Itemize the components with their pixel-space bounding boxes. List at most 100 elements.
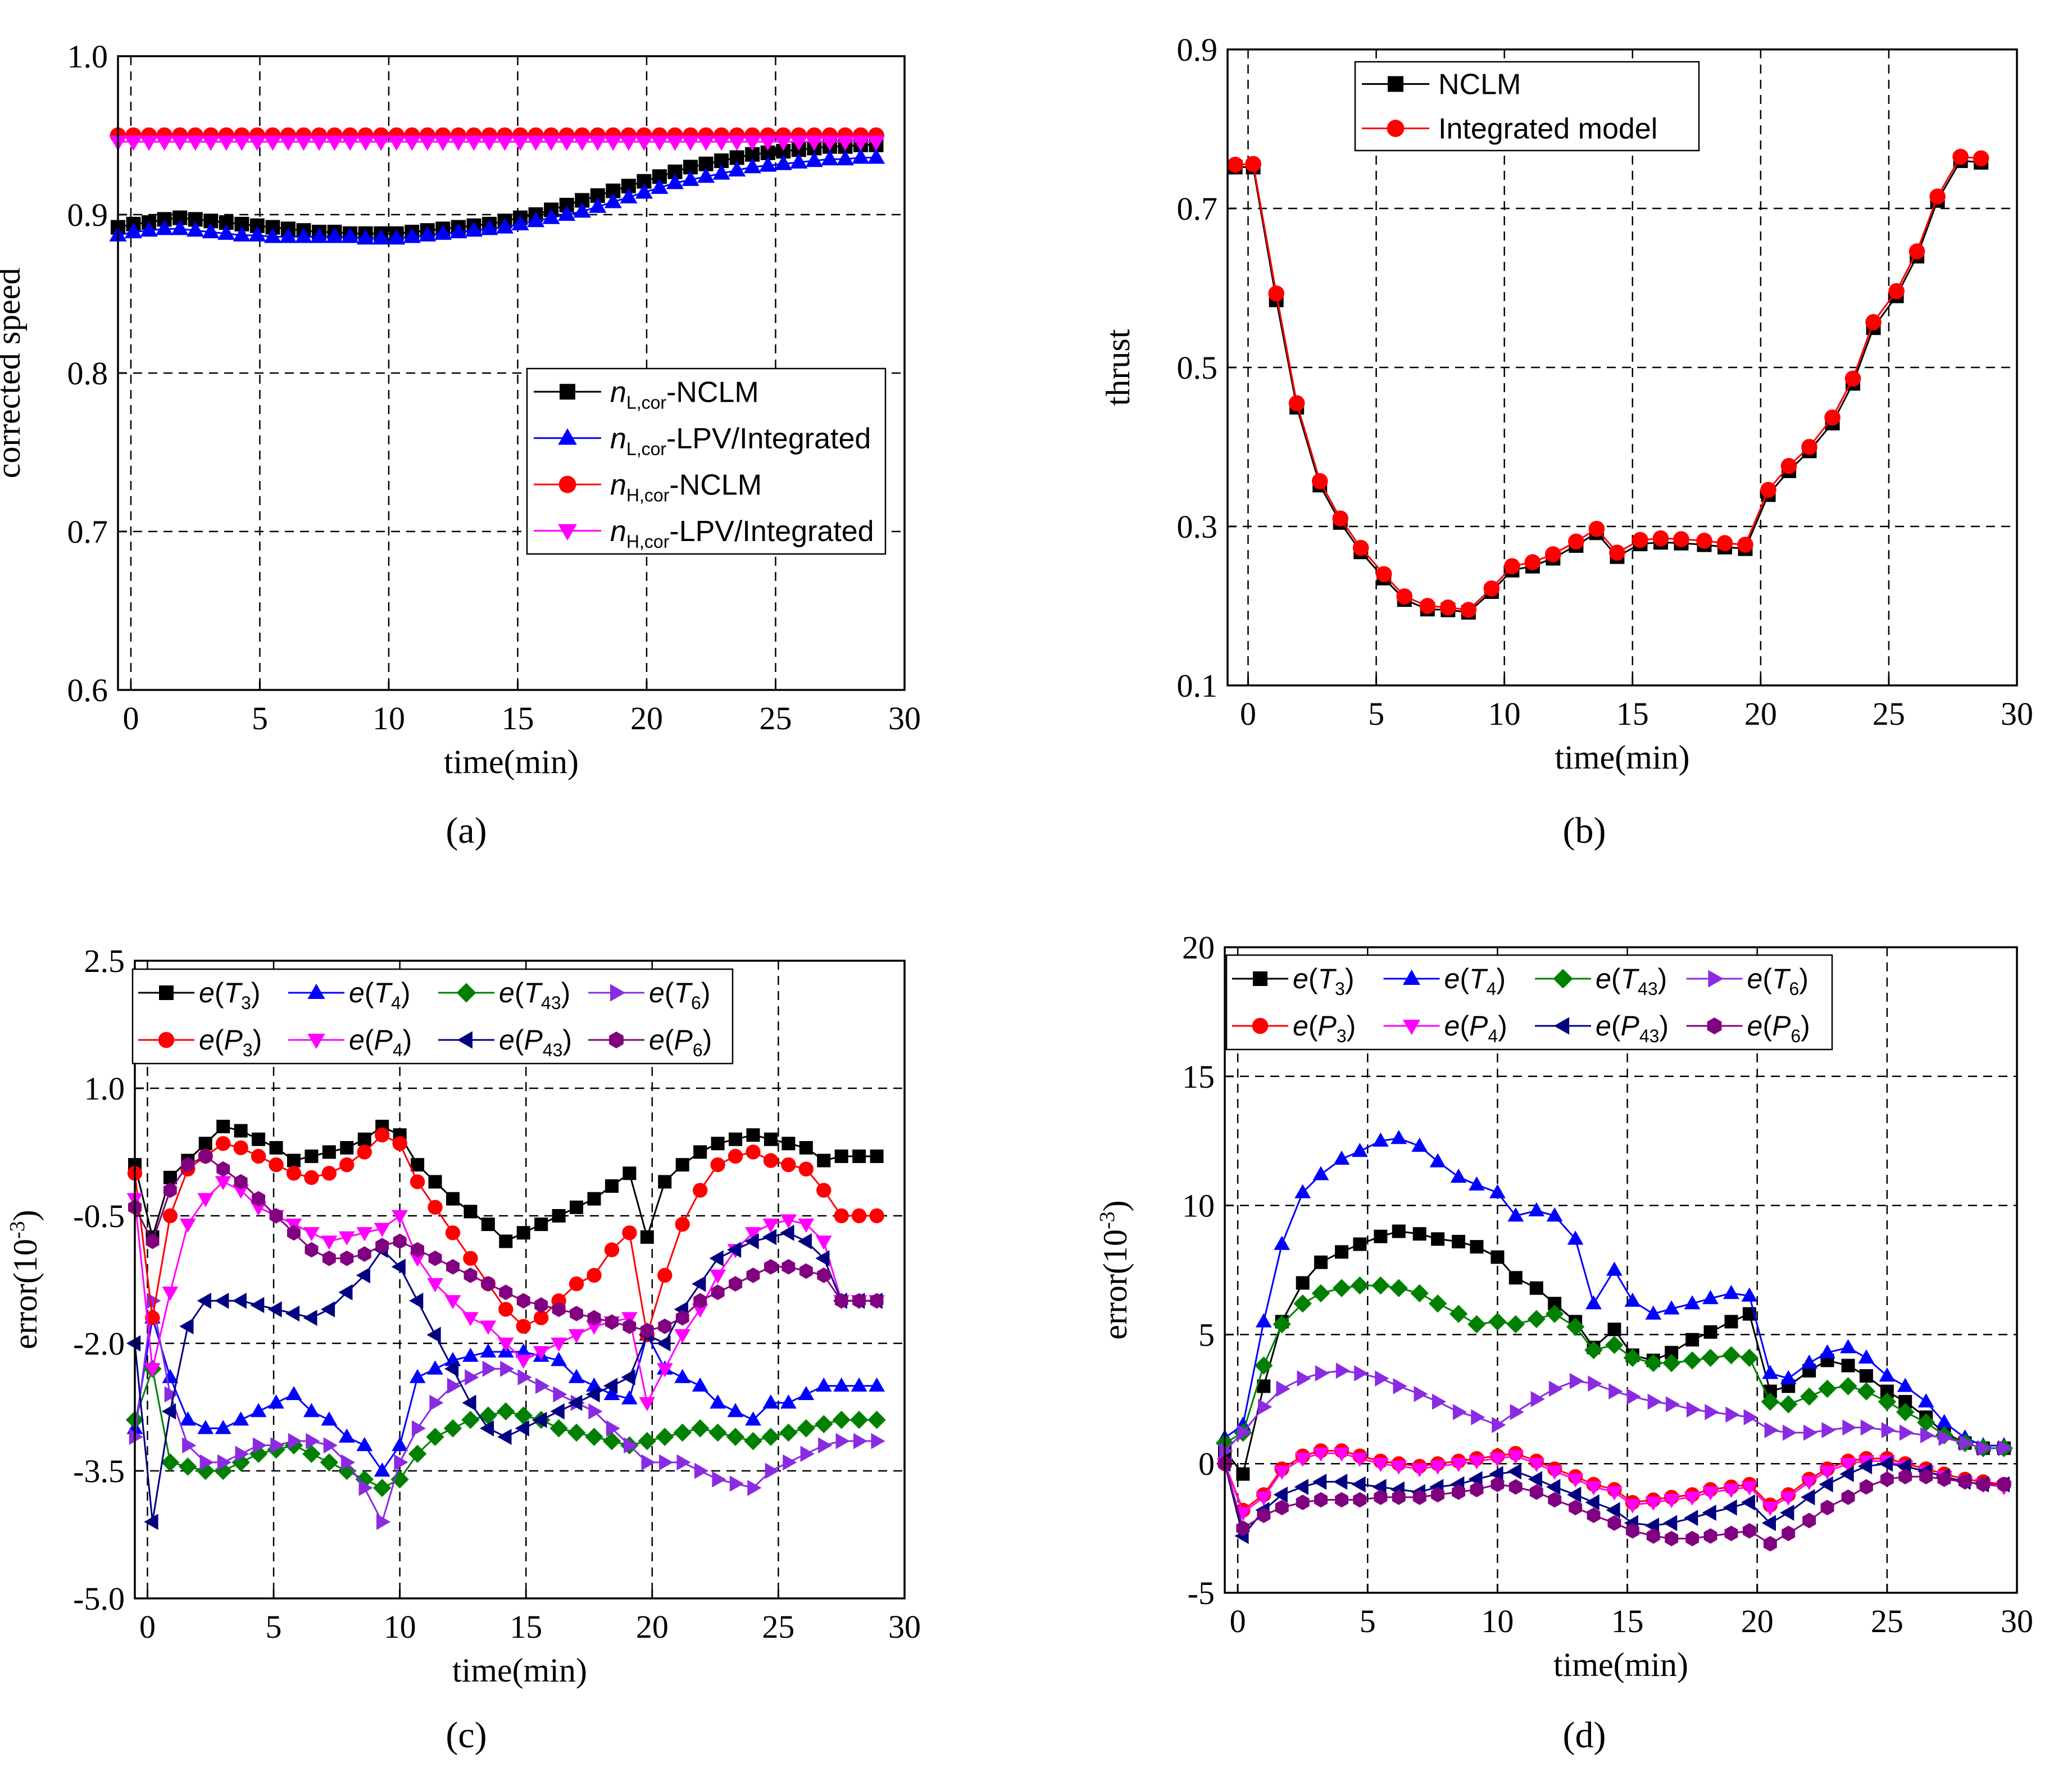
data-point [635,135,653,151]
plot-frame [1224,946,2018,1594]
data-point [374,1128,390,1143]
data-point [340,1141,354,1155]
legend-label-var: T [1317,963,1337,994]
data-point [1857,1458,1873,1475]
data-point [1716,535,1733,552]
data-point [1431,1232,1445,1246]
data-point [656,1363,673,1378]
data-point [388,229,406,245]
data-point [419,226,437,242]
data-point [635,183,653,199]
grid [135,961,905,1598]
data-point [1973,150,1989,167]
data-point [322,1145,336,1159]
legend-label-paren: ( [515,1024,524,1056]
data-point [215,1292,229,1309]
data-point [409,1292,424,1309]
data-point [691,1419,710,1438]
data-point [835,1433,850,1450]
data-point [1524,554,1541,570]
data-point [426,1326,441,1343]
legend-marker [158,1032,175,1048]
data-point [638,1432,656,1451]
data-point [1665,1530,1679,1547]
data-point [852,1150,866,1164]
data-point [1333,1474,1348,1490]
legend-item: e(P3) [1232,1010,1356,1046]
data-point [604,193,622,208]
legend-label-sub: 3 [241,993,251,1013]
panel-d: 0 5 10 15 20 25 30 -5 0 5 10 15 20 time(min) error(10-… [1096,929,2033,1756]
x-tick-label: 25 [759,700,792,737]
data-point [1470,1482,1484,1497]
data-point [428,1200,443,1215]
data-point [1545,1305,1564,1323]
legend-box [131,968,734,1065]
legend-label-paren: ( [1308,1010,1318,1042]
data-point [1783,1424,1797,1441]
data-point [1312,1474,1327,1490]
data-point [1645,1496,1662,1511]
data-point [1452,1234,1466,1248]
legend-label-paren: ( [215,977,224,1008]
data-point [1920,1427,1935,1443]
data-point [1741,1287,1758,1302]
data-point [1237,1424,1252,1441]
legend-label-sub: 4 [1487,979,1497,999]
data-point [1268,285,1284,302]
data-point [1460,602,1477,618]
data-point [326,135,344,151]
legend-item: Integrated model [1362,113,1657,146]
data-point [449,222,467,239]
data-point [182,1437,197,1453]
legend-box [1225,954,1833,1051]
data-point [288,1433,302,1450]
data-point [834,1293,848,1309]
data-point [1353,1492,1367,1508]
data-point [326,228,344,243]
data-point [1294,1479,1308,1495]
data-point [852,1293,866,1309]
legend-label: e(P4) [349,1024,412,1060]
data-point [780,1394,797,1409]
legend-label-var: P [1620,1010,1639,1042]
data-point [1623,1348,1642,1367]
data-point [1566,1317,1585,1336]
data-point [1839,1377,1857,1396]
data-point [1245,156,1261,172]
data-point [303,1310,317,1326]
data-point [586,1320,602,1335]
data-point [357,1144,372,1160]
legend-label-sub: H,cor [626,485,670,505]
data-point [1293,1294,1312,1313]
data-point [252,1132,266,1146]
data-point [1737,537,1753,553]
data-point [232,1292,247,1309]
legend-label-var: T [524,977,543,1008]
data-point [302,1444,321,1463]
data-point [852,135,870,151]
data-point [1684,1295,1701,1310]
data-point [1419,598,1436,614]
x-axis-label: time(min) [452,1652,587,1689]
data-point [1624,1292,1641,1307]
legend-item: e(T6) [1686,963,1809,999]
data-point [1351,1476,1366,1493]
data-point [1235,1507,1251,1521]
legend-label-paren: ) [1347,1010,1356,1042]
legend-label-e: e [349,977,365,1008]
data-point [832,1411,851,1429]
data-point [465,221,483,237]
data-point [427,1360,443,1375]
y-tick-label: 0.3 [1177,508,1218,545]
data-point [1743,1409,1758,1425]
data-point [744,1233,759,1250]
legend-label-sub: L,cor [626,439,666,459]
data-point [1488,1312,1507,1331]
data-point [515,1420,529,1437]
data-point [409,1252,426,1267]
data-point [1780,1370,1797,1384]
data-point [465,135,483,151]
data-point [1685,1333,1700,1347]
data-point [1507,1463,1521,1480]
